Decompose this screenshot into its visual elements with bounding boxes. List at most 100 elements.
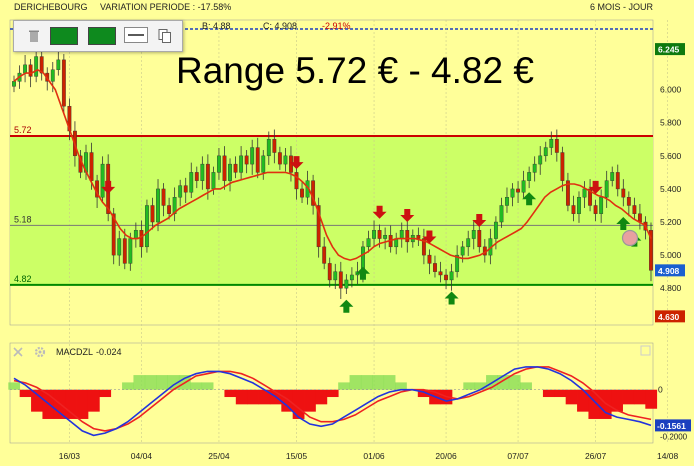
macd-histogram-bar bbox=[8, 382, 21, 390]
price-tag bbox=[655, 310, 685, 323]
macd-histogram-bar bbox=[315, 389, 328, 405]
candle bbox=[178, 185, 183, 198]
candle bbox=[372, 230, 376, 239]
candle bbox=[122, 238, 127, 264]
macd-zero-label: 0 bbox=[658, 385, 663, 395]
candle bbox=[560, 152, 565, 181]
macd-histogram-bar bbox=[167, 375, 180, 390]
macd-histogram-bar bbox=[235, 389, 248, 405]
period-variation: VARIATION PERIODE : -17.58% bbox=[100, 2, 232, 12]
candle bbox=[161, 188, 166, 206]
candle bbox=[532, 163, 537, 173]
macd-histogram-bar bbox=[76, 389, 89, 419]
candle bbox=[599, 197, 604, 214]
candle bbox=[294, 172, 299, 190]
candle bbox=[632, 205, 637, 214]
candle bbox=[200, 163, 205, 181]
macd-histogram-bar bbox=[565, 389, 578, 405]
macd-histogram-bar bbox=[554, 389, 567, 398]
y-tick-label: 5.800 bbox=[660, 118, 682, 128]
macd-histogram-bar bbox=[338, 382, 350, 390]
fill-color-button[interactable] bbox=[50, 27, 78, 45]
candle bbox=[460, 246, 465, 256]
candle bbox=[205, 163, 210, 190]
candle bbox=[466, 238, 471, 248]
candle bbox=[39, 56, 44, 74]
x-tick-label: 20/06 bbox=[435, 451, 457, 461]
macd-histogram-bar bbox=[463, 382, 476, 390]
candle bbox=[626, 197, 631, 206]
line-color-button[interactable] bbox=[88, 27, 116, 45]
macd-histogram-bar bbox=[520, 382, 532, 390]
candle bbox=[421, 238, 426, 256]
candle bbox=[316, 205, 321, 248]
buy-arrow bbox=[522, 192, 537, 206]
macd-histogram-bar bbox=[633, 389, 646, 405]
candle bbox=[505, 197, 509, 206]
y-tick-label: 5.200 bbox=[660, 217, 682, 227]
candle bbox=[150, 205, 155, 223]
candle bbox=[577, 197, 581, 214]
candle bbox=[416, 235, 421, 239]
candle bbox=[649, 230, 653, 271]
candle bbox=[615, 172, 620, 190]
candle bbox=[510, 188, 515, 198]
macd-histogram-bar bbox=[372, 375, 385, 390]
close-panel-icon[interactable] bbox=[13, 347, 23, 357]
level-label-4.82: 4.82 bbox=[14, 274, 32, 284]
price-tag-label: 4.908 bbox=[658, 266, 680, 276]
time-x-axis: 16/03 04/04 25/04 15/05 01/06 20/06 07/07 26/07… bbox=[59, 451, 679, 461]
macd-histogram-bar bbox=[224, 389, 237, 398]
change-percent: -2.91% bbox=[322, 21, 351, 31]
candle bbox=[28, 64, 33, 77]
macd-histogram-bar bbox=[65, 389, 77, 419]
candle bbox=[89, 152, 94, 181]
cursor-marker[interactable] bbox=[621, 229, 639, 247]
candle bbox=[250, 147, 255, 165]
candle bbox=[543, 147, 548, 157]
candle bbox=[405, 230, 410, 243]
x-tick-label: 15/05 bbox=[286, 451, 308, 461]
settings-gear-icon[interactable] bbox=[34, 346, 46, 358]
candle bbox=[12, 81, 16, 87]
timeframe-label: 6 MOIS - JOUR bbox=[590, 2, 654, 12]
candle bbox=[228, 163, 232, 181]
candle bbox=[604, 180, 609, 198]
macd-histogram-bar bbox=[247, 389, 259, 405]
macd-value: -0.024 bbox=[96, 347, 122, 357]
candle bbox=[272, 139, 277, 153]
candle bbox=[516, 188, 520, 193]
price-tag-label: 6.245 bbox=[658, 45, 680, 55]
candle bbox=[111, 213, 116, 256]
sell-arrow bbox=[588, 180, 603, 194]
candle bbox=[145, 205, 149, 248]
trash-icon[interactable] bbox=[28, 28, 40, 44]
sell-arrow bbox=[472, 213, 487, 227]
level-lines: 5.72 5.18 4.82 bbox=[10, 125, 653, 286]
macd-panel-header: MACDZL -0.024 bbox=[13, 345, 651, 358]
copy-icon[interactable] bbox=[158, 28, 172, 44]
macd-line bbox=[13, 366, 652, 437]
line-style-icon[interactable] bbox=[124, 27, 148, 43]
candle bbox=[56, 59, 61, 70]
candle bbox=[139, 230, 144, 248]
candle bbox=[493, 221, 498, 239]
price-tag bbox=[655, 43, 685, 56]
x-tick-label: 01/06 bbox=[363, 451, 385, 461]
macd-histogram-bar bbox=[497, 375, 510, 390]
candle bbox=[471, 230, 476, 239]
candle bbox=[349, 274, 354, 281]
macd-histogram-bar bbox=[360, 375, 373, 390]
macd-series: 0 -0.1561-0.2000 bbox=[8, 366, 691, 441]
candle bbox=[133, 230, 138, 239]
macd-histogram-bar bbox=[201, 382, 214, 390]
maximize-panel-icon[interactable] bbox=[640, 345, 651, 356]
candle bbox=[100, 163, 105, 198]
candle bbox=[588, 188, 592, 206]
macd-histogram-bar bbox=[258, 389, 271, 405]
candle bbox=[117, 238, 122, 256]
candle bbox=[233, 163, 238, 173]
x-tick-label: 04/04 bbox=[131, 451, 153, 461]
close-value: C: 4.908 bbox=[263, 21, 298, 31]
candle bbox=[565, 180, 570, 206]
